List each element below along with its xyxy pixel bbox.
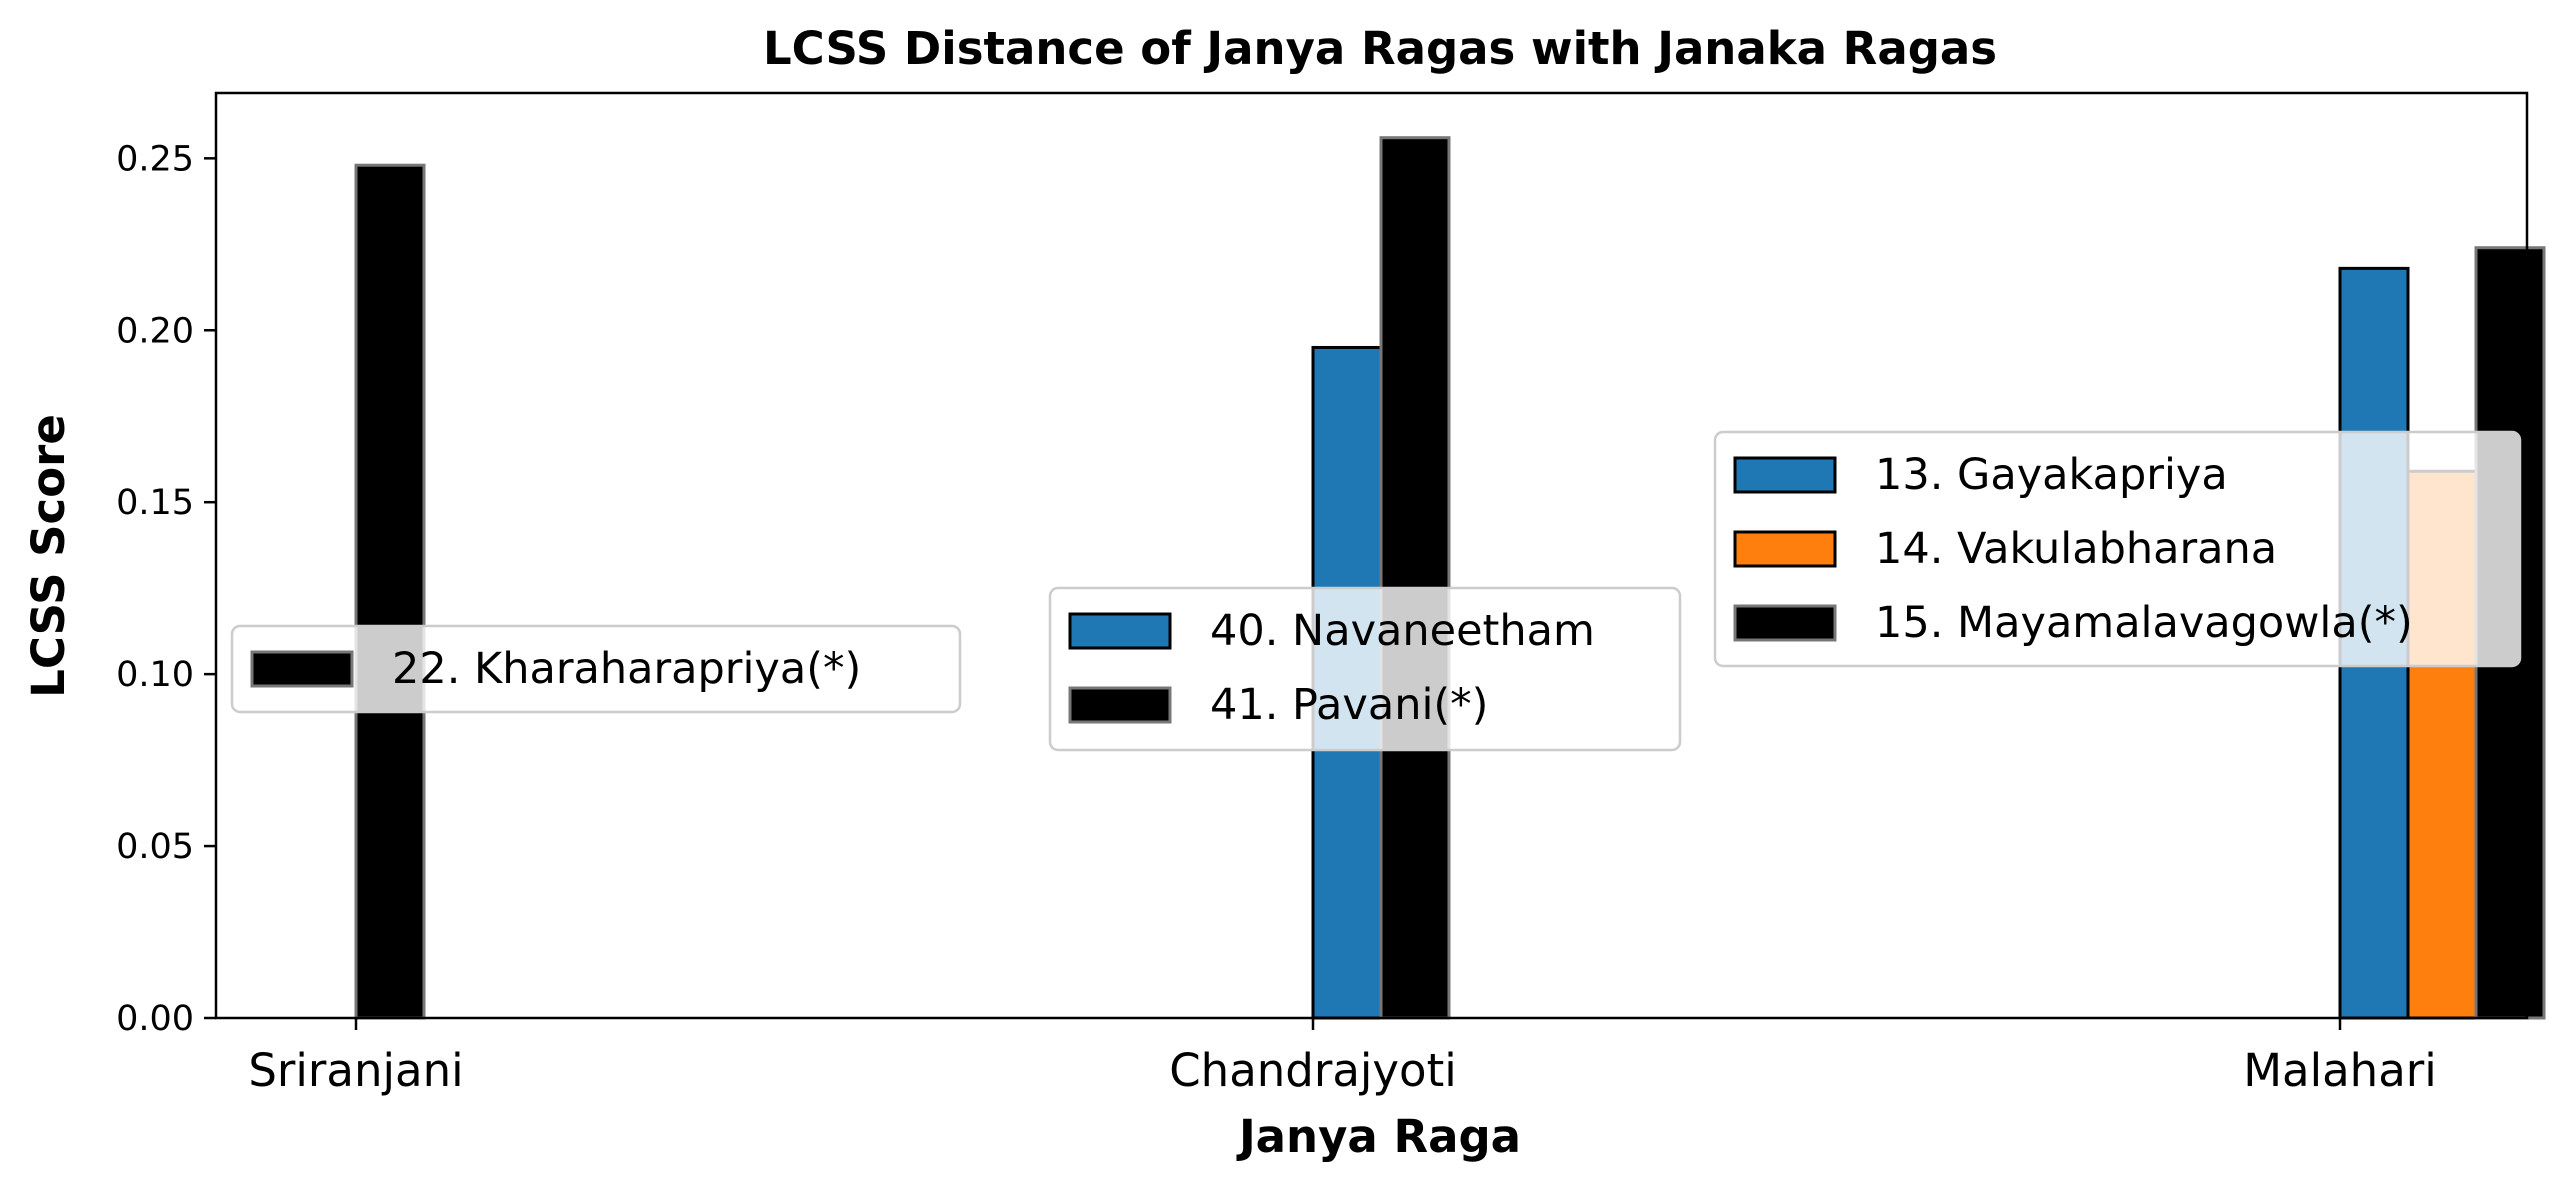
bar-sriranjani-1 [354, 163, 426, 1020]
y-axis-label: LCSS Score [22, 414, 75, 698]
x-axis-label: Janya Raga [1236, 1110, 1521, 1163]
legend-swatch [1068, 612, 1172, 650]
legend-swatch [1733, 604, 1837, 642]
legend-label: 13. Gayakapriya [1875, 450, 2228, 500]
x-tick-label: Chandrajyoti [1169, 1044, 1457, 1097]
y-tick-label: 0.15 [116, 483, 194, 523]
legend-swatch [1733, 530, 1837, 568]
bar-chandrajyoti-2 [1379, 136, 1451, 1020]
legend-label: 22. Kharaharapriya(*) [392, 644, 861, 694]
y-tick-label: 0.00 [116, 999, 194, 1039]
legend-label: 15. Mayamalavagowla(*) [1875, 598, 2413, 648]
legend-swatch [250, 650, 354, 688]
legend-label: 14. Vakulabharana [1875, 524, 2277, 574]
legend-sriranjani: 22. Kharaharapriya(*) [230, 624, 962, 714]
legend-label: 40. Navaneetham [1210, 606, 1595, 656]
legend-frame [230, 624, 962, 714]
legend-label: 41. Pavani(*) [1210, 680, 1488, 730]
legend-swatch [1068, 686, 1172, 724]
y-tick-label: 0.10 [116, 655, 194, 695]
x-tick-label: Sriranjani [248, 1044, 463, 1097]
y-tick-label: 0.20 [116, 311, 194, 351]
chart-title: LCSS Distance of Janya Ragas with Janaka… [763, 22, 1997, 75]
y-tick-label: 0.05 [116, 827, 194, 867]
legend-swatch [1733, 456, 1837, 494]
legend-malahari: 13. Gayakapriya 14. Vakulabharana 15. Maya… [1713, 430, 2522, 668]
x-tick-label: Malahari [2243, 1044, 2437, 1097]
legend-chandrajyoti: 40. Navaneetham 41. Pavani(*) [1048, 586, 1682, 752]
legend-frame [1048, 586, 1682, 752]
legend-frame [1713, 430, 2522, 668]
plot-area-frame [214, 91, 2529, 1020]
y-tick-label: 0.25 [116, 139, 194, 179]
